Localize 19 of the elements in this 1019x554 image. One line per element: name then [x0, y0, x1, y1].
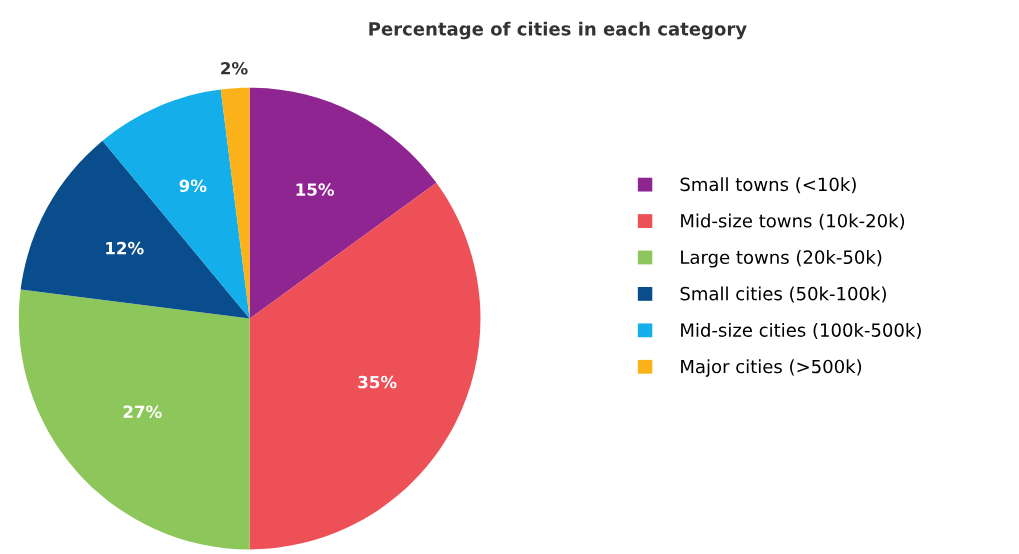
- pie-slice: [102, 89, 250, 319]
- data-label: 15%: [296, 183, 335, 196]
- data-label: 35%: [358, 375, 397, 389]
- legend-label: Major cities (>500k): [681, 359, 862, 377]
- data-label: 9%: [179, 179, 207, 193]
- legend-label: Large towns (20k-50k): [681, 250, 882, 268]
- chart-title: Percentage of cities in each category: [369, 21, 747, 40]
- data-label: 2%: [221, 61, 248, 75]
- legend-label: Small towns (<10k): [680, 177, 856, 194]
- data-label: 12%: [106, 241, 144, 255]
- legend-label: Small cities (50k-100k): [680, 286, 886, 303]
- pie-slice: [249, 182, 481, 550]
- pie-slice: [220, 87, 250, 319]
- pie-slice: [249, 87, 437, 319]
- legend-label: Mid-size towns (10k-20k): [681, 213, 905, 230]
- legend-label: Mid-size cities (100k-500k): [681, 322, 921, 340]
- pie-slice: [20, 140, 250, 319]
- data-label: 27%: [123, 405, 162, 419]
- pie-slice: [18, 289, 250, 550]
